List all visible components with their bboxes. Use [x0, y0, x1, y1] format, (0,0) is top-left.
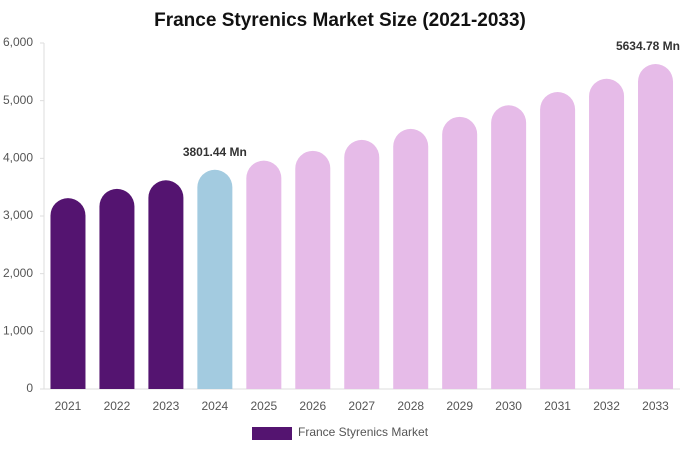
bar — [197, 169, 233, 389]
y-tick-label: 4,000 — [3, 151, 33, 165]
bar — [50, 198, 86, 389]
y-tick-label: 1,000 — [3, 324, 33, 338]
y-tick-label: 2,000 — [3, 266, 33, 280]
value-label: 3801.44 Mn — [183, 145, 247, 159]
x-tick-label: 2032 — [593, 399, 620, 413]
x-tick-label: 2030 — [495, 399, 522, 413]
x-tick-label: 2021 — [55, 399, 82, 413]
bar — [491, 105, 527, 389]
x-tick-label: 2023 — [153, 399, 180, 413]
bar — [148, 180, 184, 389]
bar — [99, 188, 135, 389]
bar — [393, 128, 429, 389]
x-tick-label: 2025 — [250, 399, 277, 413]
bar — [344, 139, 380, 389]
bar — [442, 116, 478, 389]
bar — [589, 78, 625, 389]
x-tick-label: 2031 — [544, 399, 571, 413]
chart-title: France Styrenics Market Size (2021-2033) — [154, 10, 526, 31]
x-tick-label: 2027 — [348, 399, 375, 413]
bar — [638, 64, 674, 389]
x-tick-label: 2022 — [104, 399, 131, 413]
x-tick-label: 2024 — [202, 399, 229, 413]
legend-swatch — [252, 427, 292, 440]
bar — [295, 150, 331, 389]
x-tick-label: 2026 — [299, 399, 326, 413]
legend-label: France Styrenics Market — [298, 425, 429, 439]
x-tick-label: 2029 — [446, 399, 473, 413]
y-tick-label: 6,000 — [3, 35, 33, 49]
bar — [540, 92, 576, 390]
value-label: 5634.78 Mn — [616, 39, 680, 53]
y-tick-label: 0 — [26, 381, 33, 395]
x-tick-label: 2028 — [397, 399, 424, 413]
bar — [246, 160, 282, 389]
x-tick-label: 2033 — [642, 399, 669, 413]
y-tick-label: 3,000 — [3, 208, 33, 222]
y-tick-label: 5,000 — [3, 93, 33, 107]
